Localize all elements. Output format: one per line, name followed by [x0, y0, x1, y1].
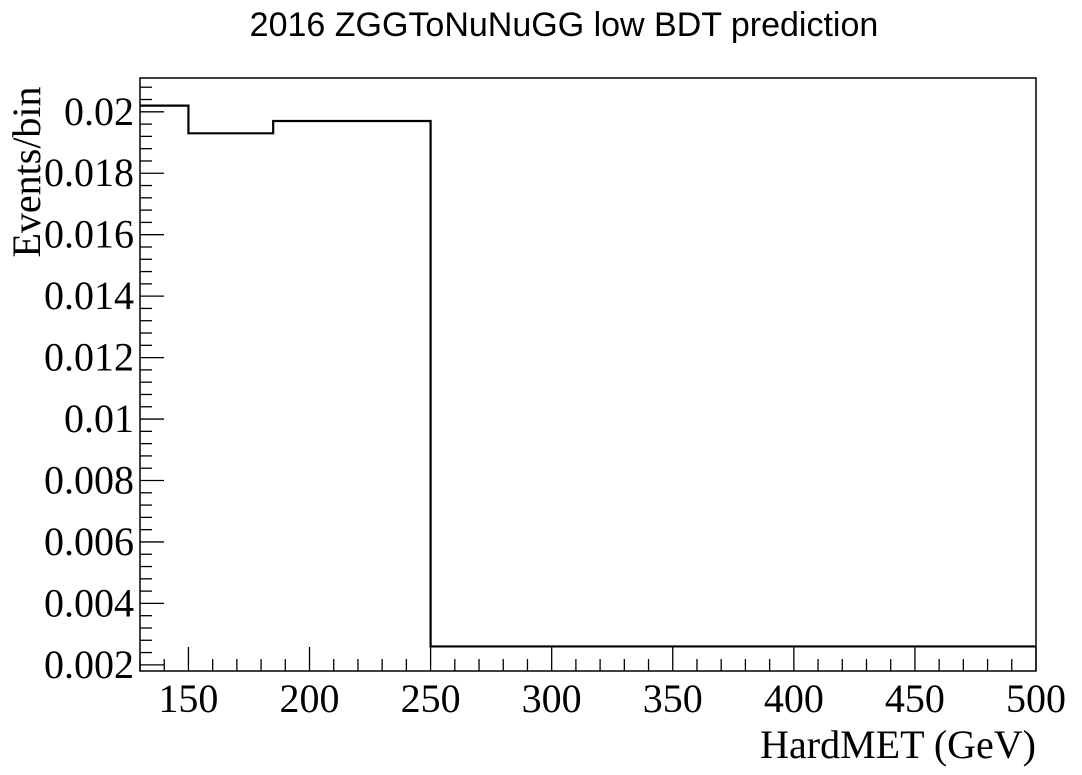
- x-tick-label: 250: [401, 676, 461, 721]
- x-tick-label: 300: [522, 676, 582, 721]
- x-tick-label: 150: [158, 676, 218, 721]
- histogram-line: [140, 104, 1036, 648]
- histogram-bin: [273, 121, 430, 671]
- x-tick-label: 400: [764, 676, 824, 721]
- x-axis: 150 200 250 300 350 400 450 500: [139, 647, 1066, 721]
- histogram-bins: [140, 106, 1036, 671]
- x-tick-label: 500: [1006, 676, 1066, 721]
- y-tick-label: 0.018: [44, 150, 134, 195]
- chart-title: 2016 ZGGToNuNuGG low BDT prediction: [250, 6, 879, 44]
- histogram-bin: [431, 646, 1036, 671]
- histogram-bin: [188, 133, 273, 671]
- x-tick-label: 350: [643, 676, 703, 721]
- y-tick-label: 0.012: [44, 335, 134, 380]
- y-tick-label: 0.01: [64, 396, 134, 441]
- plot-frame: [139, 77, 1037, 672]
- histogram-bin: [140, 106, 188, 671]
- y-tick-label: 0.006: [44, 519, 134, 564]
- y-axis-label: Events/bin: [4, 86, 49, 257]
- y-tick-label: 0.02: [64, 89, 134, 134]
- y-tick-label: 0.016: [44, 212, 134, 257]
- x-axis-label: HardMET (GeV): [760, 722, 1036, 767]
- y-tick-label: 0.008: [44, 458, 134, 503]
- y-axis: 0.002 0.004 0.006 0.008 0.01 0.012 0.014 0.016 0…: [44, 86, 164, 687]
- x-tick-label: 450: [885, 676, 945, 721]
- y-tick-label: 0.014: [44, 273, 134, 318]
- x-tick-label: 200: [280, 676, 340, 721]
- y-tick-label: 0.004: [44, 580, 134, 625]
- y-tick-label: 0.002: [44, 642, 134, 687]
